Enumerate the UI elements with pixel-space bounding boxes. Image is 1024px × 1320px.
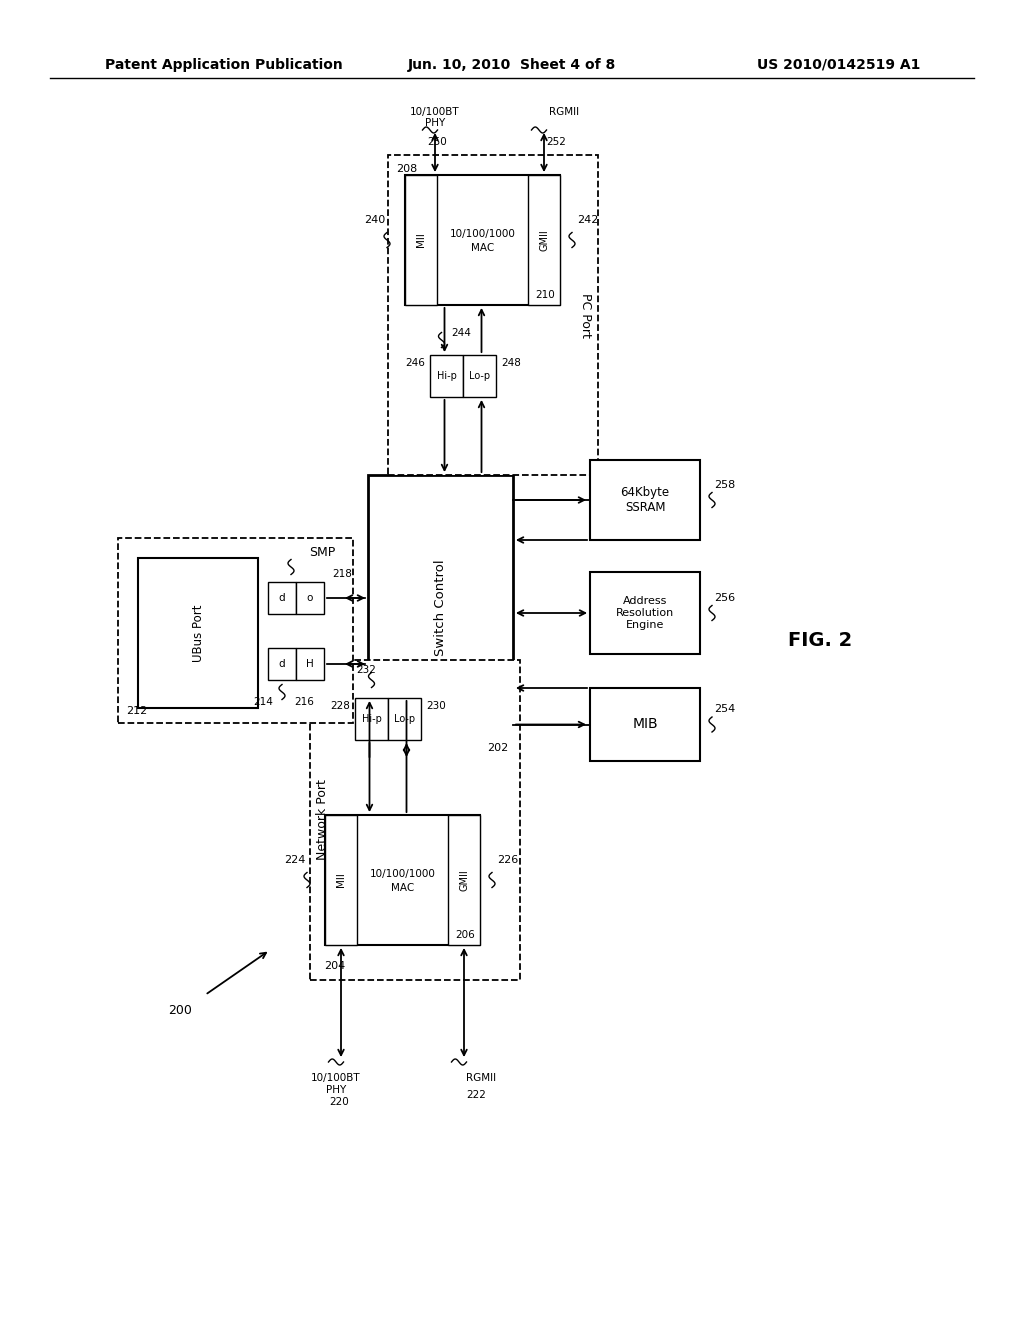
Bar: [406, 176, 560, 305]
Bar: [268, 582, 296, 614]
Text: MIB: MIB: [632, 718, 657, 731]
Text: Patent Application Publication: Patent Application Publication: [105, 58, 343, 73]
Text: Lo-p: Lo-p: [394, 714, 415, 723]
Text: 212: 212: [126, 706, 147, 715]
Text: 204: 204: [324, 961, 345, 972]
Text: 218: 218: [332, 569, 352, 579]
Text: Network Port: Network Port: [315, 780, 329, 861]
Text: 220: 220: [329, 1097, 349, 1107]
Bar: [590, 459, 700, 540]
Bar: [406, 176, 437, 305]
Bar: [138, 558, 258, 708]
Text: FIG. 2: FIG. 2: [787, 631, 852, 649]
Text: 258: 258: [715, 480, 735, 490]
Text: 242: 242: [578, 215, 599, 224]
Text: Hi-p: Hi-p: [361, 714, 381, 723]
Bar: [368, 475, 513, 760]
Text: PHY: PHY: [425, 117, 445, 128]
Bar: [325, 814, 480, 945]
Text: 10/100BT: 10/100BT: [311, 1073, 360, 1082]
Bar: [449, 814, 480, 945]
Bar: [463, 355, 496, 397]
Text: 230: 230: [426, 701, 445, 711]
Text: 202: 202: [486, 743, 508, 752]
Text: GMII: GMII: [539, 230, 549, 251]
Bar: [590, 688, 700, 762]
Text: Address
Resolution
Engine: Address Resolution Engine: [615, 597, 674, 630]
Text: Switch Control: Switch Control: [434, 560, 447, 656]
Text: 64Kbyte
SSRAM: 64Kbyte SSRAM: [621, 486, 670, 513]
Bar: [268, 648, 296, 680]
Text: Jun. 10, 2010  Sheet 4 of 8: Jun. 10, 2010 Sheet 4 of 8: [408, 58, 616, 73]
Text: 228: 228: [330, 701, 350, 711]
Text: 10/100/1000: 10/100/1000: [450, 228, 515, 239]
Text: d: d: [279, 659, 286, 669]
Bar: [388, 698, 421, 741]
Bar: [388, 154, 598, 475]
Bar: [310, 660, 520, 979]
Bar: [296, 648, 324, 680]
Text: 210: 210: [536, 290, 555, 300]
Text: PC Port: PC Port: [580, 293, 593, 338]
Bar: [296, 582, 324, 614]
Text: 240: 240: [365, 215, 386, 224]
Bar: [590, 572, 700, 653]
Text: 10/100BT: 10/100BT: [411, 107, 460, 117]
Bar: [325, 814, 357, 945]
Text: 216: 216: [294, 697, 314, 708]
Bar: [528, 176, 560, 305]
Text: US 2010/0142519 A1: US 2010/0142519 A1: [757, 58, 920, 73]
Text: 226: 226: [498, 855, 518, 865]
Text: GMII: GMII: [459, 869, 469, 891]
Text: 246: 246: [406, 358, 425, 368]
Text: 208: 208: [396, 164, 417, 174]
Text: 10/100/1000: 10/100/1000: [370, 869, 435, 879]
Text: Lo-p: Lo-p: [469, 371, 490, 381]
Text: 252: 252: [546, 137, 566, 147]
Text: MAC: MAC: [391, 883, 414, 894]
Text: MAC: MAC: [471, 243, 495, 253]
Text: RGMII: RGMII: [549, 107, 580, 117]
Text: 244: 244: [451, 327, 471, 338]
Bar: [355, 698, 388, 741]
Text: Hi-p: Hi-p: [436, 371, 457, 381]
Text: 256: 256: [715, 593, 735, 603]
Text: 206: 206: [456, 931, 475, 940]
Text: 232: 232: [356, 665, 377, 675]
Text: MII: MII: [416, 232, 426, 247]
Text: 214: 214: [253, 697, 273, 708]
Text: 248: 248: [501, 358, 521, 368]
Text: MII: MII: [336, 873, 346, 887]
Text: RGMII: RGMII: [466, 1073, 496, 1082]
Text: 254: 254: [715, 705, 735, 714]
Text: d: d: [279, 593, 286, 603]
Text: H: H: [306, 659, 314, 669]
Text: 224: 224: [285, 855, 306, 865]
Text: UBus Port: UBus Port: [191, 605, 205, 661]
Text: 250: 250: [427, 137, 446, 147]
Text: SMP: SMP: [309, 545, 335, 558]
Text: o: o: [307, 593, 313, 603]
Text: PHY: PHY: [326, 1085, 346, 1096]
Bar: [118, 539, 353, 723]
Bar: [430, 355, 463, 397]
Text: 222: 222: [466, 1090, 485, 1100]
Text: 200: 200: [168, 1003, 191, 1016]
